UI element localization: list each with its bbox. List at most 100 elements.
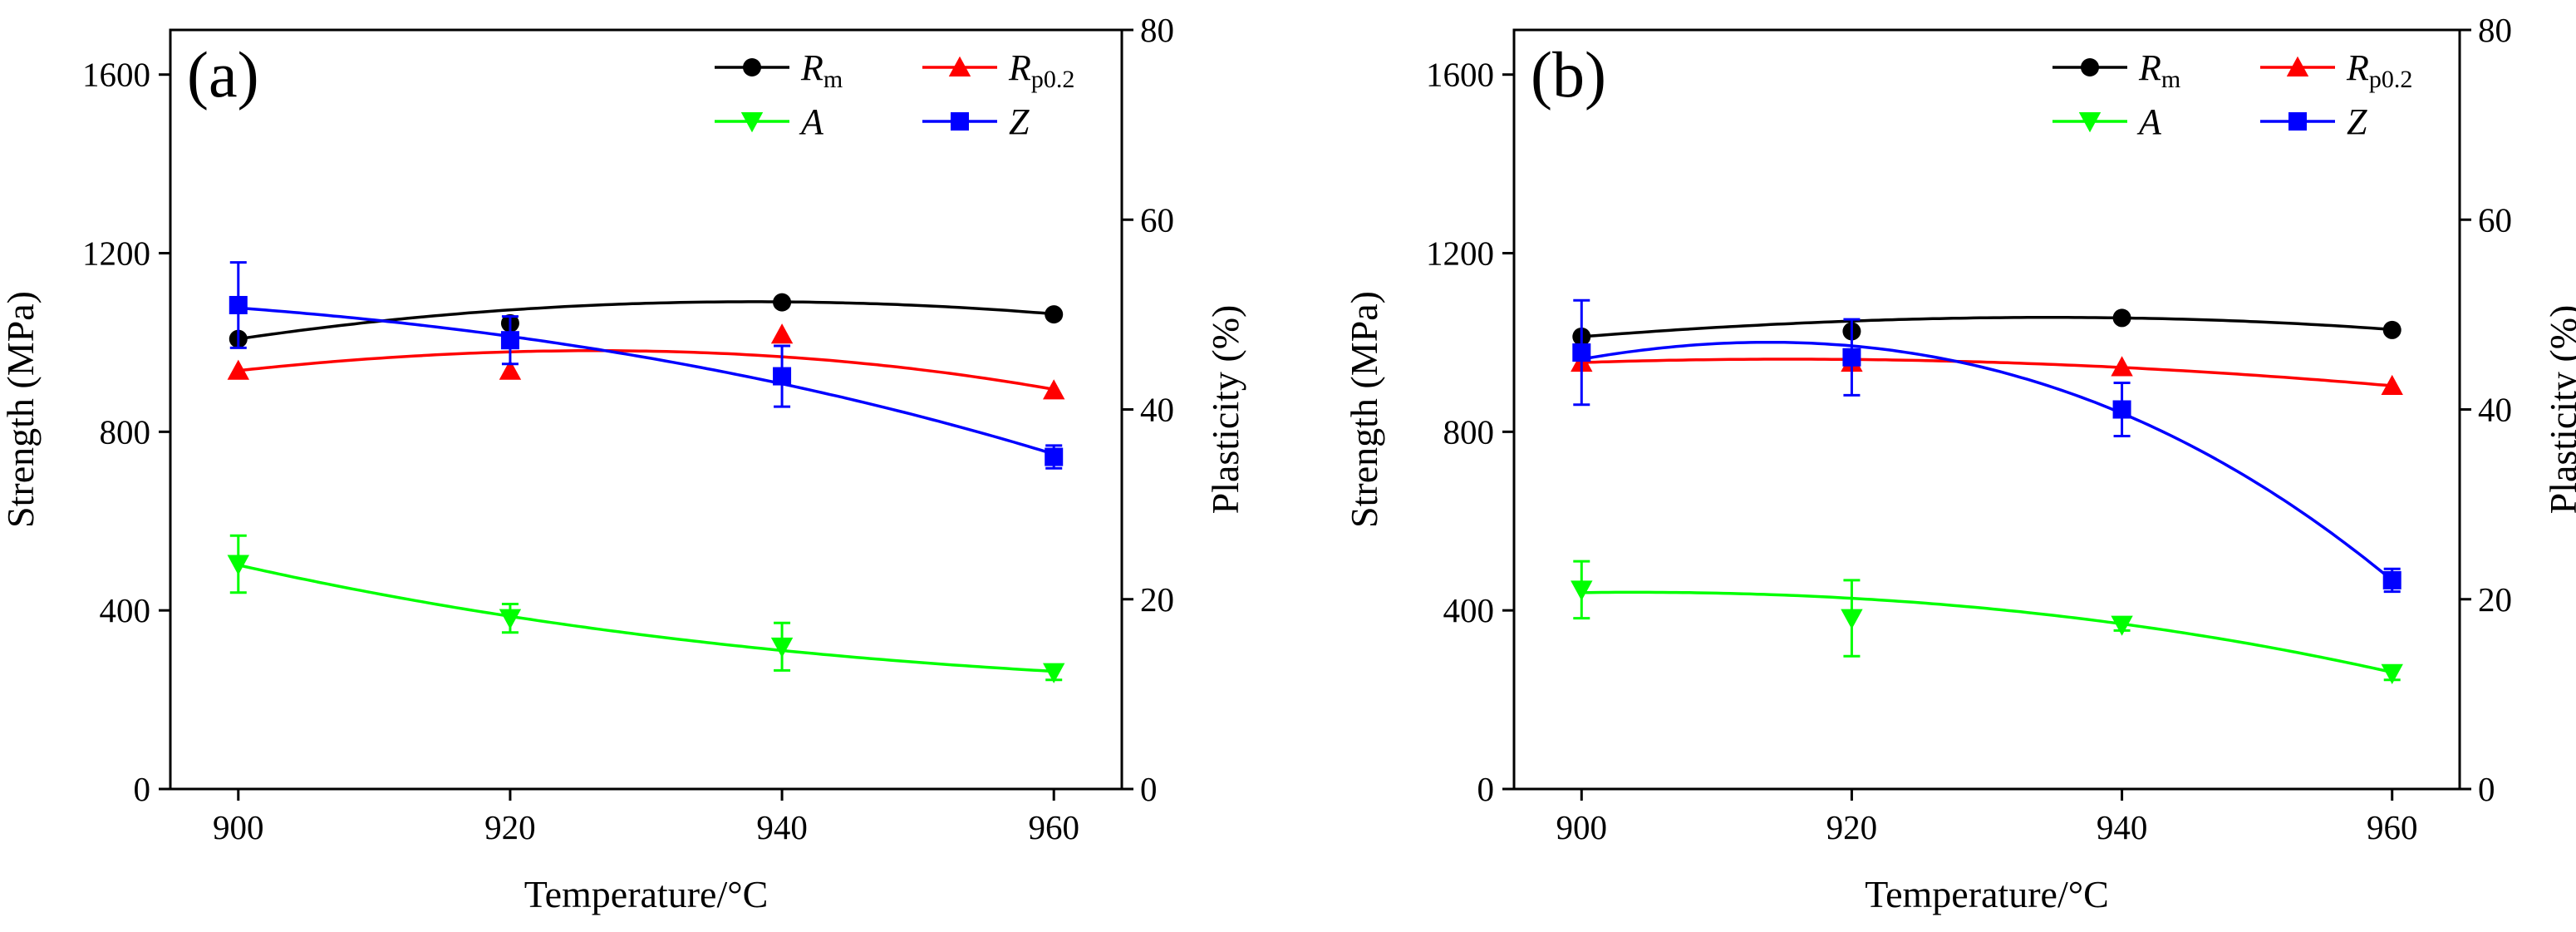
y-right-axis-title: Plasticity (%)	[2542, 305, 2576, 515]
plot-frame	[1512, 28, 2461, 791]
data-point-Rp	[499, 359, 522, 380]
chart-panel-b: 900 920 940 960 0 400 800 1200 1600 0 20 40 60 80 Temp…	[1343, 11, 2576, 915]
x-tick-label: 900	[1556, 808, 1608, 846]
data-point-A	[770, 637, 794, 658]
y-left-tick-label: 0	[1477, 770, 1495, 808]
legend-subscript: m	[2161, 66, 2180, 93]
x-tick-label: 920	[1826, 808, 1878, 846]
series-Z	[1572, 298, 2401, 594]
legend-label-Z: Z	[2347, 101, 2367, 142]
data-point-Z	[773, 367, 792, 386]
data-point-A	[1571, 580, 1593, 601]
data-point-Z	[500, 331, 519, 350]
series-Rp	[227, 323, 1065, 400]
data-point-Z	[1045, 447, 1064, 466]
series-A	[227, 534, 1065, 683]
y-right-tick-label: 40	[1140, 391, 1174, 429]
legend-marker-Z	[951, 112, 969, 131]
legend: Rm Rp0.2 A Z	[715, 47, 1074, 142]
x-tick-label: 920	[484, 808, 536, 846]
data-point-Rm	[1045, 305, 1064, 324]
y-left-tick-label: 0	[134, 770, 151, 808]
y-right-tick-label: 80	[2478, 11, 2512, 49]
legend-marker-A	[2078, 112, 2102, 133]
chart-panel-a: 900 920 940 960 0 400 800 1200 1600 0 20 40 60 80 Temp…	[0, 11, 1246, 915]
series-Rm	[1572, 308, 2401, 346]
panel-label: (b)	[1531, 38, 1606, 111]
y-right-tick-label: 80	[1140, 11, 1174, 49]
y-right-tick-label: 60	[2478, 200, 2512, 239]
fit-line-Rm	[238, 300, 1054, 341]
legend-label-Rm: Rm	[800, 47, 843, 93]
legend-marker-Rm	[2081, 58, 2099, 76]
legend-label-A: A	[799, 101, 824, 142]
panel-label: (a)	[187, 38, 259, 111]
data-point-Rp	[770, 323, 794, 344]
y-left-tick-label: 800	[1443, 412, 1495, 451]
y-right-tick-label: 0	[2478, 770, 2495, 808]
legend-marker-Rm	[743, 58, 761, 76]
data-point-Rp	[2381, 374, 2403, 396]
legend-label-Rp: Rp0.2	[1008, 47, 1074, 93]
x-tick-label: 940	[756, 808, 808, 846]
data-point-Rm	[2112, 308, 2131, 328]
legend: Rm Rp0.2 A Z	[2052, 47, 2412, 142]
series-Rm	[229, 293, 1064, 348]
x-tick-label: 960	[1028, 808, 1079, 846]
y-left-tick-label: 1200	[1426, 234, 1494, 273]
legend-marker-Rp	[948, 56, 971, 76]
data-point-Rp	[227, 359, 249, 380]
y-right-axis-title: Plasticity (%)	[1204, 305, 1246, 515]
legend-subscript: m	[823, 66, 843, 93]
y-left-tick-label: 400	[1443, 591, 1495, 629]
data-point-A	[1841, 609, 1863, 629]
y-right-tick-label: 20	[2478, 580, 2512, 619]
series-A	[1571, 560, 2403, 684]
y-left-tick-label: 1200	[82, 234, 150, 273]
fit-line-Z	[1581, 340, 2393, 582]
fit-line-A	[238, 563, 1054, 673]
series-Z	[229, 261, 1064, 470]
y-right-tick-label: 0	[1140, 770, 1158, 808]
legend-label-Z: Z	[1009, 101, 1030, 142]
legend-marker-Rp	[2286, 56, 2309, 76]
x-tick-label: 960	[2367, 808, 2418, 846]
fit-line-Z	[238, 306, 1054, 456]
legend-marker-A	[740, 112, 764, 133]
y-left-axis-title: Strength (MPa)	[1343, 291, 1385, 528]
x-axis-title: Temperature/°C	[524, 873, 769, 915]
data-point-Rm	[2382, 320, 2401, 339]
fit-line-A	[1581, 590, 2393, 674]
data-point-Z	[229, 295, 248, 314]
fit-line-Rp	[238, 349, 1054, 392]
fit-line-Rp	[1581, 358, 2392, 387]
legend-label-A: A	[2136, 101, 2162, 142]
y-left-axis-title: Strength (MPa)	[0, 291, 42, 528]
data-point-Rp	[2111, 356, 2133, 377]
y-left-tick-label: 800	[100, 412, 151, 451]
data-point-Z	[1572, 343, 1591, 362]
data-point-Rm	[773, 293, 792, 312]
x-axis-title: Temperature/°C	[1865, 873, 2109, 915]
legend-label-Rm: Rm	[2138, 47, 2180, 93]
y-left-tick-label: 1600	[82, 56, 150, 94]
data-point-Z	[2382, 570, 2401, 589]
legend-subscript: p0.2	[1031, 66, 1075, 93]
y-right-tick-label: 60	[1140, 200, 1174, 239]
legend-label-Rp: Rp0.2	[2346, 47, 2412, 93]
data-point-A	[227, 555, 249, 575]
data-point-Z	[2112, 400, 2131, 419]
data-point-Z	[1842, 348, 1861, 367]
data-point-A	[2381, 663, 2403, 684]
plot-frame	[169, 28, 1123, 791]
y-left-tick-label: 1600	[1426, 56, 1494, 94]
x-tick-label: 900	[213, 808, 264, 846]
y-right-tick-label: 40	[2478, 391, 2512, 429]
data-point-A	[499, 609, 522, 629]
data-point-A	[2111, 615, 2133, 636]
y-left-tick-label: 400	[100, 591, 151, 629]
data-point-Rp	[1043, 379, 1065, 400]
series-Rp	[1571, 351, 2403, 396]
legend-subscript: p0.2	[2369, 66, 2413, 93]
